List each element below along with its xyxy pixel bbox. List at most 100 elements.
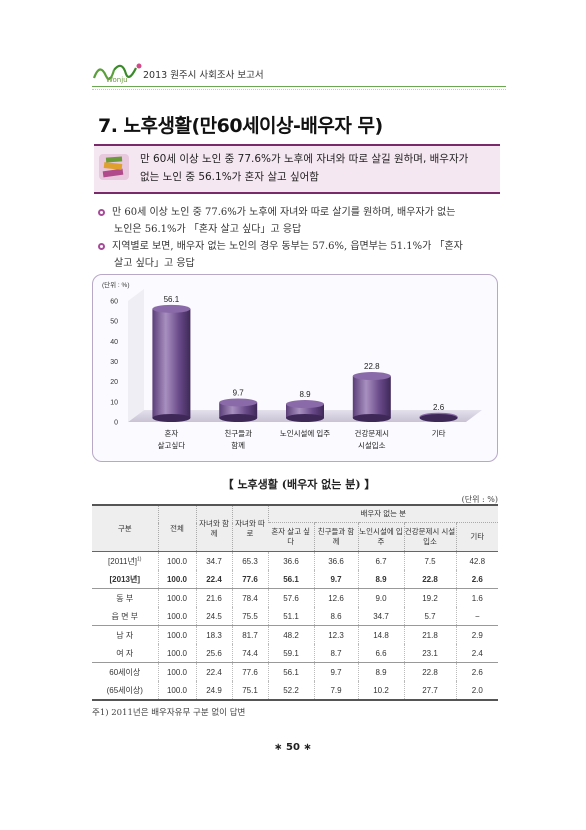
table-cell: 74.4 <box>231 644 268 663</box>
bar-base <box>352 414 391 422</box>
table-row: 여 자 100.0 25.6 74.4 59.1 8.7 6.6 23.1 2.4 <box>92 644 499 663</box>
category-label: 노인시설에 입주 <box>280 428 330 438</box>
row-label: 여 자 <box>92 644 158 663</box>
table-cell: 81.7 <box>231 625 268 644</box>
table-cell: 2.6 <box>455 570 499 589</box>
table-cell: 8.7 <box>313 644 358 663</box>
table-cell: 75.1 <box>231 681 268 701</box>
category-label: 건강문제시 <box>355 428 390 438</box>
table-cell: 9.0 <box>357 588 404 607</box>
y-tick-label: 10 <box>110 399 118 406</box>
row-label-text: 읍 면 부 <box>111 611 139 621</box>
logo-subtext: Wonju <box>106 76 128 84</box>
header-divider <box>92 86 506 87</box>
bar-value-label: 9.7 <box>233 388 245 397</box>
table-cell: 9.7 <box>313 570 358 589</box>
y-tick-label: 20 <box>110 379 118 386</box>
column-header: 기타 <box>455 522 499 552</box>
table-cell: 22.8 <box>403 662 456 681</box>
report-title: 2013 원주시 사회조사 보고서 <box>143 70 264 81</box>
summary-line: 없는 노인 중 56.1%가 혼자 살고 싶어함 <box>140 171 319 183</box>
table-cell: 77.6 <box>231 662 268 681</box>
unit-label: (단위 : %) <box>102 280 130 289</box>
summary-box <box>94 144 500 194</box>
table-cell: 36.6 <box>267 551 314 570</box>
table-cell: 6.7 <box>357 551 404 570</box>
column-header: 친구들과 함께 <box>313 522 358 552</box>
header-dotted-divider <box>92 89 506 91</box>
table-cell: 51.1 <box>267 607 314 626</box>
bar <box>152 308 191 418</box>
table-cell: 12.3 <box>313 625 358 644</box>
group-header: 배우자 없는 분 <box>267 504 499 523</box>
bar-value-label: 22.8 <box>364 362 380 371</box>
bullet-text: 지역별로 보면, 배우자 없는 노인의 경우 동부는 57.6%, 읍면부는 5… <box>112 241 463 252</box>
column-header: 노인시설에 입주 <box>357 522 404 552</box>
table-cell: 5.7 <box>403 607 456 626</box>
table-cell: 2.6 <box>455 662 499 681</box>
row-label: [2011년]1) <box>92 552 158 571</box>
row-label-text: [2011년] <box>108 556 138 566</box>
row-label: 60세이상 <box>92 663 158 682</box>
books-icon <box>99 154 129 180</box>
table-cell: 48.2 <box>267 625 314 644</box>
table-cell: 24.9 <box>195 681 232 701</box>
row-label-text: 동 부 <box>116 593 134 603</box>
table-unit: (단위 : %) <box>461 495 498 504</box>
table-cell: 22.4 <box>195 570 232 589</box>
table-cell: 65.3 <box>231 551 268 570</box>
table-cell: 19.2 <box>403 588 456 607</box>
bar-base <box>219 414 258 422</box>
row-label: 남 자 <box>92 626 158 645</box>
table-cell: 2.4 <box>455 644 499 663</box>
table-cell: 2.0 <box>455 681 499 701</box>
y-tick-label: 40 <box>110 339 118 346</box>
row-label-text: 60세이상 <box>109 667 141 677</box>
category-label: 시설입소 <box>358 441 386 450</box>
row-label-text: [2013년] <box>109 574 141 584</box>
table-cell: 75.5 <box>231 607 268 626</box>
row-label: [2013년] <box>92 570 158 589</box>
table-cell: 59.1 <box>267 644 314 663</box>
y-tick-label: 60 <box>110 299 118 306</box>
table-cell: 52.2 <box>267 681 314 701</box>
footnote: 주1) 2011년은 배우자유무 구분 없이 답변 <box>92 708 246 718</box>
table-row: 읍 면 부 100.0 24.5 75.5 51.1 8.6 34.7 5.7− <box>92 607 499 626</box>
row-label-text: 여 자 <box>116 648 134 658</box>
bar-top <box>286 400 324 409</box>
bar-top <box>219 398 258 407</box>
bar-top <box>152 304 191 313</box>
column-header: 혼자 살고 싶다 <box>268 522 314 552</box>
bullet-text: 만 60세 이상 노인 중 77.6%가 노후에 자녀와 따로 살기를 원하며,… <box>112 207 456 218</box>
table-row: 남 자 100.0 18.3 81.7 48.2 12.3 14.8 21.8 2.9 <box>92 625 499 645</box>
table-cell: − <box>455 607 499 626</box>
table-cell: 1.6 <box>455 588 499 607</box>
bar-base <box>152 414 191 422</box>
category-label: 혼자 <box>164 428 178 438</box>
table-cell: 14.8 <box>357 625 404 644</box>
table-cell: 100.0 <box>157 570 196 589</box>
bullet-item: 만 60세 이상 노인 중 77.6%가 노후에 자녀와 따로 살기를 원하며,… <box>98 204 498 238</box>
table-cell: 18.3 <box>195 625 232 644</box>
table-cell: 7.5 <box>403 551 456 570</box>
table-row: 동 부 100.0 21.6 78.4 57.6 12.6 9.0 19.2 1.6 <box>92 588 499 607</box>
y-tick-label: 50 <box>110 319 118 326</box>
bar <box>286 404 324 418</box>
bullet-item: 지역별로 보면, 배우자 없는 노인의 경우 동부는 57.6%, 읍면부는 5… <box>98 238 498 272</box>
table-cell: 23.1 <box>403 644 456 663</box>
bar-top <box>352 372 391 381</box>
table-cell: 12.6 <box>313 588 358 607</box>
table-cell: 22.8 <box>403 570 456 589</box>
table-row: (65세이상) 100.0 24.9 75.1 52.2 7.9 10.2 27.7 2.0 <box>92 681 499 701</box>
bar-base <box>419 414 458 422</box>
table-cell: 56.1 <box>267 570 314 589</box>
table-cell: 100.0 <box>157 681 196 701</box>
bar-value-label: 2.6 <box>433 403 445 412</box>
bullet-text: 노인은 56.1%가 「혼자 살고 싶다」고 응답 <box>114 224 302 235</box>
table-cell: 21.6 <box>195 588 232 607</box>
table-cell: 56.1 <box>267 662 314 681</box>
table-cell: 36.6 <box>313 551 358 570</box>
column-header: 자녀와 함께 <box>195 504 232 552</box>
table-cell: 77.6 <box>231 570 268 589</box>
